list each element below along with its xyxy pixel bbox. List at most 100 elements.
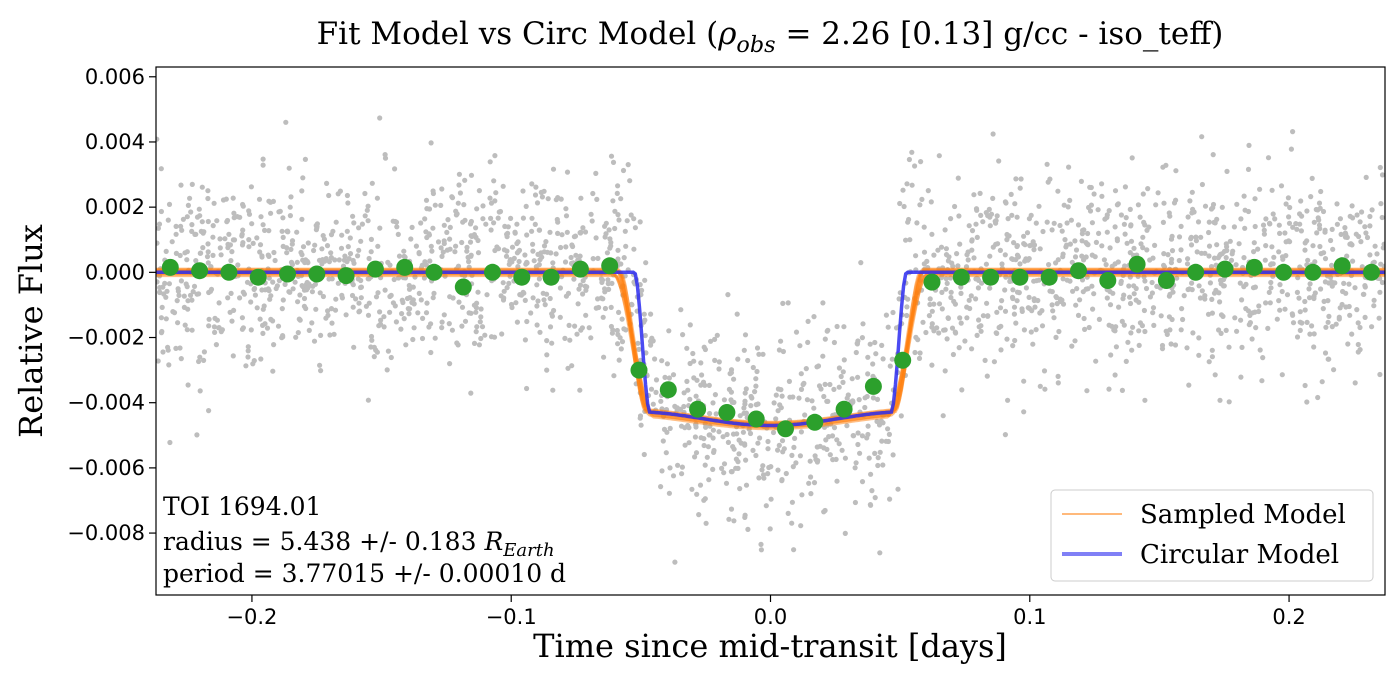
- raw-flux-point: [260, 330, 266, 336]
- raw-flux-point: [382, 287, 388, 293]
- raw-flux-point: [728, 506, 735, 512]
- raw-flux-point: [187, 292, 194, 298]
- raw-flux-point: [1091, 291, 1097, 297]
- raw-flux-point: [1298, 198, 1304, 204]
- raw-flux-point: [942, 227, 948, 233]
- raw-flux-point: [423, 197, 430, 203]
- raw-flux-point: [929, 362, 935, 368]
- raw-flux-point: [1357, 324, 1363, 331]
- raw-flux-point: [187, 195, 193, 201]
- legend-sampled-label: Sampled Model: [1140, 500, 1346, 530]
- raw-flux-point: [799, 492, 805, 498]
- raw-flux-point: [856, 397, 862, 403]
- raw-flux-point: [710, 435, 716, 441]
- raw-flux-point: [1185, 214, 1191, 220]
- raw-flux-point: [459, 239, 465, 246]
- raw-flux-point: [1136, 328, 1142, 334]
- raw-flux-point: [505, 224, 511, 230]
- raw-flux-point: [439, 253, 445, 259]
- raw-flux-point: [312, 242, 318, 248]
- raw-flux-point: [687, 396, 693, 402]
- raw-flux-point: [1359, 209, 1365, 215]
- raw-flux-point: [1278, 183, 1285, 189]
- raw-flux-point: [357, 308, 363, 314]
- raw-flux-point: [1257, 347, 1263, 353]
- raw-flux-point: [1241, 193, 1247, 199]
- raw-flux-point: [358, 295, 364, 301]
- raw-flux-point: [428, 140, 434, 146]
- binned-point: [308, 265, 326, 283]
- raw-flux-point: [567, 337, 573, 343]
- raw-flux-point: [1314, 230, 1320, 236]
- raw-flux-point: [159, 328, 165, 335]
- raw-flux-point: [555, 230, 561, 236]
- raw-flux-point: [1377, 289, 1383, 295]
- raw-flux-point: [156, 225, 161, 231]
- raw-flux-point: [270, 279, 276, 285]
- raw-flux-point: [1188, 242, 1195, 248]
- raw-flux-point: [1282, 230, 1288, 236]
- raw-flux-point: [1265, 155, 1272, 161]
- raw-flux-point: [252, 285, 258, 292]
- raw-flux-point: [712, 357, 718, 363]
- binned-point: [1304, 263, 1322, 281]
- raw-flux-point: [632, 225, 639, 231]
- raw-flux-point: [707, 410, 713, 417]
- raw-flux-point: [678, 423, 685, 429]
- raw-flux-point: [1185, 256, 1191, 262]
- raw-flux-point: [1342, 225, 1348, 231]
- raw-flux-point: [1012, 201, 1018, 207]
- raw-flux-point: [446, 321, 452, 327]
- raw-flux-point: [377, 309, 383, 315]
- raw-flux-point: [217, 236, 223, 242]
- raw-flux-point: [1239, 344, 1245, 350]
- raw-flux-point: [723, 480, 730, 486]
- raw-flux-point: [536, 227, 542, 233]
- binned-point: [366, 260, 384, 278]
- raw-flux-point: [821, 393, 827, 400]
- raw-flux-point: [943, 252, 950, 258]
- raw-flux-point: [226, 231, 232, 237]
- raw-flux-point: [309, 289, 315, 295]
- raw-flux-point: [1202, 250, 1208, 256]
- raw-flux-point: [606, 227, 612, 233]
- raw-flux-point: [1363, 230, 1369, 236]
- raw-flux-point: [193, 258, 199, 264]
- raw-flux-point: [402, 254, 408, 260]
- raw-flux-point: [473, 225, 479, 231]
- raw-flux-point: [509, 244, 516, 250]
- raw-flux-point: [1194, 249, 1200, 255]
- raw-flux-point: [257, 249, 263, 255]
- raw-flux-point: [642, 277, 648, 283]
- raw-flux-point: [1277, 282, 1283, 288]
- raw-flux-point: [734, 311, 740, 317]
- raw-flux-point: [1133, 297, 1139, 303]
- raw-flux-point: [827, 452, 833, 458]
- raw-flux-point: [1298, 228, 1304, 234]
- raw-flux-point: [1161, 251, 1167, 257]
- raw-flux-point: [494, 244, 500, 250]
- raw-flux-point: [569, 242, 575, 248]
- raw-flux-point: [347, 235, 353, 241]
- raw-flux-point: [735, 356, 741, 362]
- raw-flux-point: [280, 243, 286, 249]
- raw-flux-point: [1269, 244, 1275, 250]
- binned-point: [337, 267, 355, 285]
- raw-flux-point: [466, 310, 472, 316]
- raw-flux-point: [482, 332, 488, 338]
- raw-flux-point: [1078, 178, 1084, 184]
- raw-flux-point: [419, 335, 426, 342]
- raw-flux-point: [213, 342, 219, 348]
- sampled-model-line: [156, 268, 1385, 425]
- raw-flux-point: [201, 349, 207, 355]
- raw-flux-point: [175, 286, 181, 292]
- raw-flux-point: [498, 293, 504, 299]
- raw-flux-point: [1125, 339, 1131, 345]
- raw-flux-point: [808, 491, 814, 497]
- raw-flux-point: [1352, 285, 1358, 291]
- raw-flux-point: [1270, 211, 1276, 217]
- raw-flux-point: [287, 213, 293, 219]
- raw-flux-point: [1325, 298, 1331, 304]
- raw-flux-point: [1297, 309, 1303, 315]
- raw-flux-point: [1210, 152, 1216, 158]
